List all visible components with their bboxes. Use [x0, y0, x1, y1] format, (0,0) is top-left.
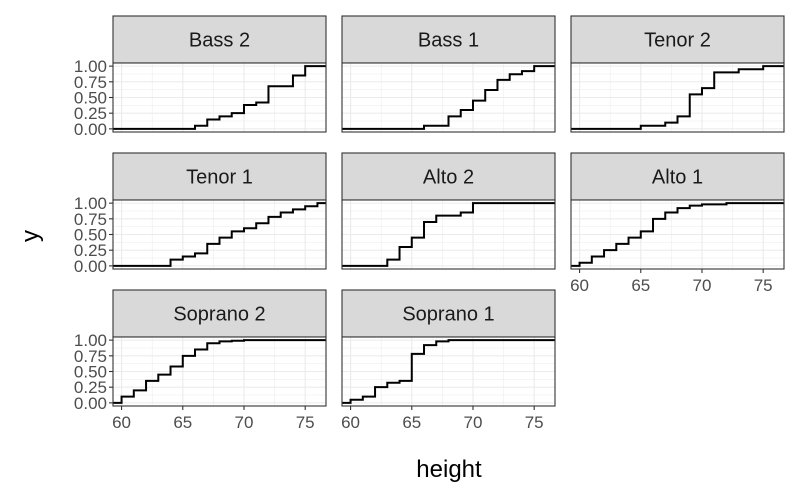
ecdf-step-line-bass-1: [342, 65, 555, 130]
y-tick-label: 0.00: [74, 257, 107, 276]
y-tick-label: 0.00: [74, 394, 107, 413]
facet-strip-label: Bass 1: [418, 30, 479, 52]
x-tick-label: 60: [112, 413, 131, 432]
x-axis-title: height: [416, 456, 482, 483]
y-tick-label: 0.50: [74, 226, 107, 245]
panel-border: [341, 336, 556, 407]
y-tick-label: 1.00: [74, 57, 107, 76]
y-tick-label: 0.00: [74, 120, 107, 139]
ecdf-step-line-soprano-1: [342, 339, 555, 404]
y-tick-label: 1.00: [74, 331, 107, 350]
facet-strip-tenor-1: [112, 152, 327, 201]
y-tick-label: 0.25: [74, 241, 107, 260]
facet-panel-alto-2: Alto 2: [341, 152, 556, 270]
panel-border: [570, 199, 785, 270]
facet-strip-bass-2: [112, 15, 327, 64]
facet-panel-bass-1: Bass 1: [341, 15, 556, 133]
ecdf-step-line-alto-1: [571, 202, 784, 267]
x-tick-label: 70: [464, 413, 483, 432]
y-axis-title: y: [17, 230, 44, 242]
facet-strip-alto-1: [570, 152, 785, 201]
x-tick-label: 75: [296, 413, 315, 432]
y-tick-label: 0.25: [74, 104, 107, 123]
x-tick-label: 65: [402, 413, 421, 432]
x-tick-label: 75: [754, 276, 773, 295]
y-tick-label: 0.50: [74, 89, 107, 108]
y-tick-label: 0.25: [74, 378, 107, 397]
x-tick-label: 65: [631, 276, 650, 295]
facet-strip-bass-1: [341, 15, 556, 64]
ecdf-step-line-alto-2: [342, 202, 555, 267]
facet-panel-tenor-1: Tenor 1 0.000.250.500.751.00: [74, 152, 327, 276]
panel-border: [341, 62, 556, 133]
facet-panel-alto-1: Alto 1 60 65 70 75: [570, 152, 785, 295]
facet-panel-soprano-2: Soprano 2 0.000.250.500.751.00 60 65 70 75: [74, 289, 327, 432]
x-tick-label: 60: [341, 413, 360, 432]
y-tick-label: 1.00: [74, 194, 107, 213]
y-tick-label: 0.75: [74, 347, 107, 366]
ecdf-step-line-tenor-2: [571, 65, 784, 130]
ecdf-step-line-bass-2: [113, 65, 326, 130]
facet-panel-bass-2: Bass 2 0.000.250.500.751.00: [74, 15, 327, 139]
facet-strip-soprano-1: [341, 289, 556, 338]
panel-border: [341, 199, 556, 270]
panel-border: [570, 62, 785, 133]
x-tick-label: 70: [693, 276, 712, 295]
ecdf-step-line-soprano-2: [113, 339, 326, 404]
x-tick-label: 70: [235, 413, 254, 432]
y-tick-label: 0.75: [74, 73, 107, 92]
facet-strip-label: Bass 2: [189, 30, 250, 52]
x-tick-label: 75: [525, 413, 544, 432]
facet-panel-soprano-1: Soprano 1 60 65 70 75: [341, 289, 556, 432]
facet-strip-label: Tenor 2: [644, 30, 711, 52]
facet-strip-label: Alto 1: [652, 167, 703, 189]
x-tick-label: 65: [173, 413, 192, 432]
facet-panel-tenor-2: Tenor 2: [570, 15, 785, 133]
facet-strip-label: Soprano 2: [173, 304, 265, 326]
x-tick-label: 60: [570, 276, 589, 295]
facet-strip-alto-2: [341, 152, 556, 201]
facet-strip-label: Soprano 1: [402, 304, 494, 326]
facet-strip-tenor-2: [570, 15, 785, 64]
facet-strip-label: Tenor 1: [186, 167, 253, 189]
facet-strip-label: Alto 2: [423, 167, 474, 189]
y-tick-label: 0.75: [74, 210, 107, 229]
y-tick-label: 0.50: [74, 363, 107, 382]
ecdf-step-line-tenor-1: [113, 202, 326, 267]
